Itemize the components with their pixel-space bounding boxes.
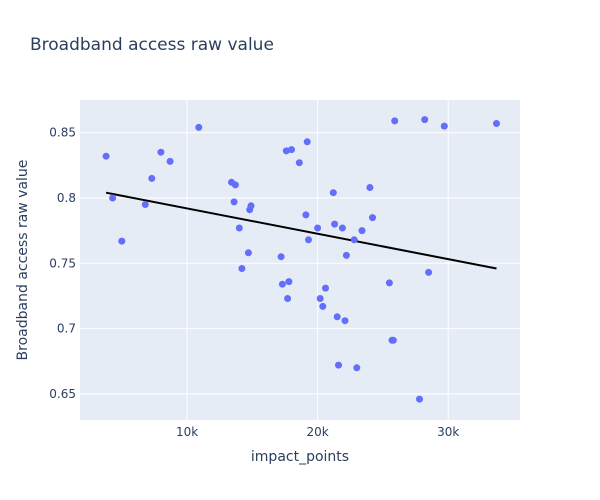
data-point-21 <box>288 146 295 154</box>
data-points <box>102 116 500 403</box>
data-point-30 <box>329 189 337 197</box>
y-tick-label-1: 0.7 <box>57 322 76 336</box>
data-point-34 <box>338 224 346 232</box>
y-tick-labels: 0.65 0.7 0.75 0.8 0.85 <box>49 126 76 401</box>
trendline-layer <box>105 191 497 270</box>
data-point-49 <box>440 122 448 130</box>
data-point-33 <box>335 361 342 369</box>
data-point-6 <box>166 157 174 165</box>
data-point-16 <box>277 253 285 261</box>
data-point-26 <box>314 224 322 232</box>
data-point-20 <box>285 278 293 286</box>
x-tick-labels: 10k 20k 30k <box>176 425 459 439</box>
x-tick-label-2: 30k <box>437 425 459 439</box>
y-tick-label-3: 0.8 <box>57 191 76 205</box>
y-tick-label-0: 0.65 <box>49 387 76 401</box>
data-point-0 <box>102 152 110 160</box>
plot-area <box>80 100 520 420</box>
data-point-42 <box>385 279 393 287</box>
data-point-36 <box>342 251 350 259</box>
data-point-25 <box>303 138 311 146</box>
data-point-45 <box>391 117 399 125</box>
data-point-4 <box>148 174 156 182</box>
data-point-46 <box>416 395 423 403</box>
data-point-29 <box>322 284 329 292</box>
data-point-28 <box>319 302 327 310</box>
x-tick-label-0: 10k <box>176 425 198 439</box>
data-point-2 <box>118 237 126 245</box>
data-point-19 <box>284 295 292 302</box>
data-point-39 <box>358 227 366 235</box>
data-point-10 <box>231 181 239 189</box>
data-point-44 <box>389 336 397 344</box>
data-point-22 <box>295 159 303 167</box>
data-point-47 <box>421 116 429 124</box>
data-point-35 <box>341 317 349 325</box>
data-point-11 <box>235 224 243 232</box>
chart-title: Broadband access raw value <box>30 35 274 55</box>
data-point-31 <box>331 220 339 228</box>
data-point-48 <box>425 268 433 276</box>
data-point-50 <box>493 120 500 127</box>
data-point-32 <box>333 313 341 321</box>
data-point-38 <box>353 364 361 372</box>
data-point-12 <box>238 265 246 272</box>
data-point-5 <box>157 148 165 156</box>
data-point-27 <box>316 295 324 302</box>
data-point-37 <box>350 236 358 244</box>
data-point-15 <box>247 202 255 210</box>
data-point-41 <box>369 214 376 222</box>
trendline <box>105 191 497 270</box>
y-tick-label-2: 0.75 <box>49 256 76 270</box>
data-point-17 <box>278 280 286 288</box>
data-point-13 <box>244 249 252 257</box>
data-point-3 <box>141 201 149 208</box>
x-tick-label-1: 20k <box>307 425 329 439</box>
data-point-40 <box>366 184 374 191</box>
data-point-9 <box>230 198 238 206</box>
data-point-24 <box>305 236 312 244</box>
x-axis-title: impact_points <box>251 449 349 465</box>
y-axis-title: Broadband access raw value <box>15 160 31 361</box>
data-point-7 <box>195 123 203 131</box>
y-tick-label-4: 0.85 <box>49 126 76 140</box>
data-point-1 <box>109 194 117 202</box>
data-point-23 <box>302 211 310 219</box>
